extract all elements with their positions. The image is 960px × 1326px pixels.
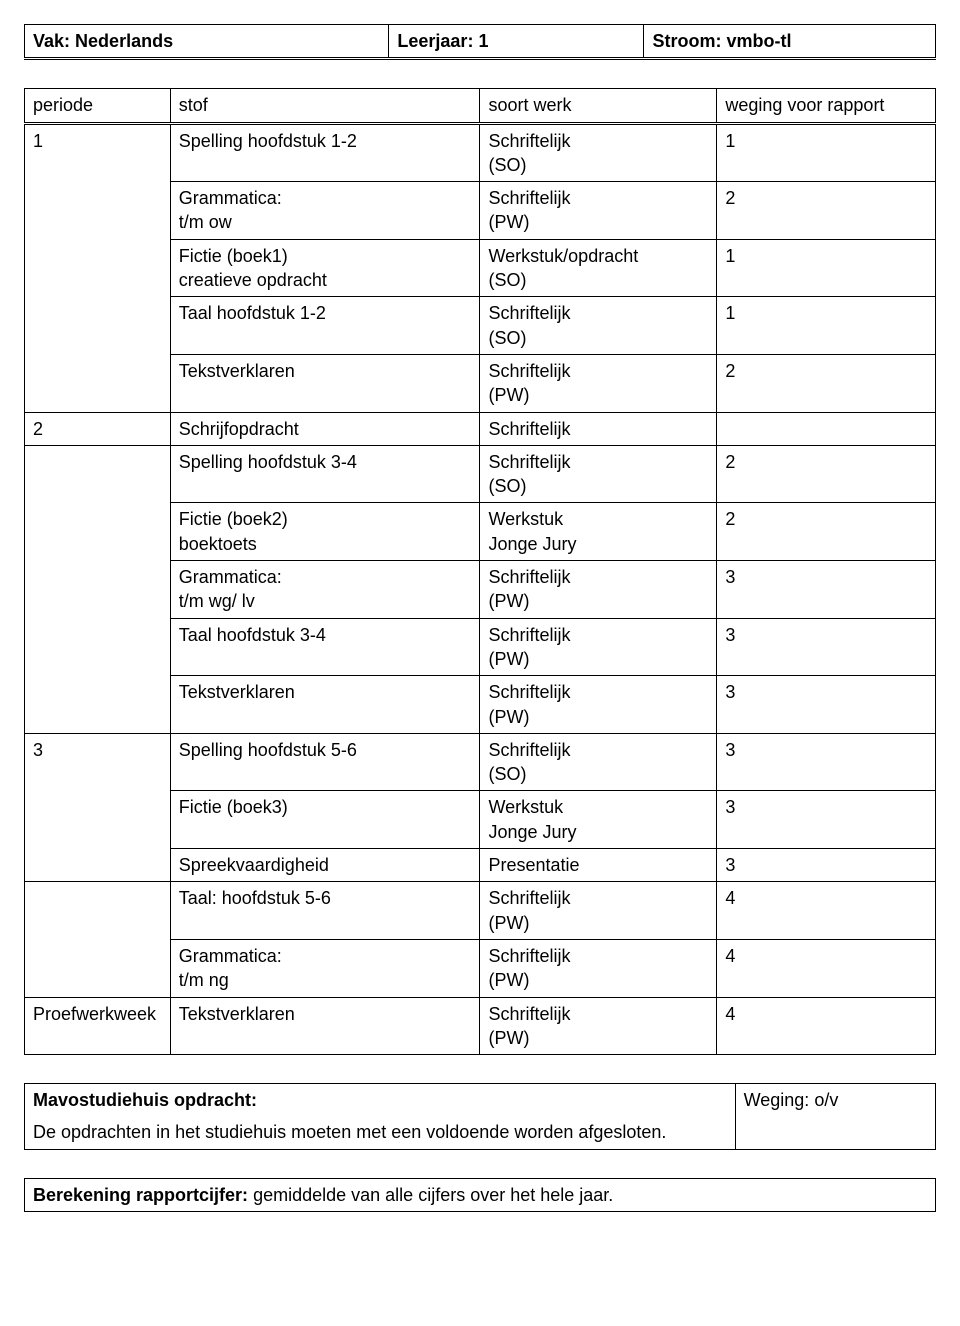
cell-weging: 2 [717, 445, 936, 503]
cell-soort: Werkstuk Jonge Jury [480, 791, 717, 849]
th-soort: soort werk [480, 89, 717, 123]
calc-text: gemiddelde van alle cijfers over het hel… [253, 1185, 613, 1205]
cell-stof: Fictie (boek2) boektoets [170, 503, 480, 561]
cell-weging: 3 [717, 618, 936, 676]
cell-weging: 3 [717, 561, 936, 619]
cell-soort: Schriftelijk [480, 412, 717, 445]
header-table: Vak: Nederlands Leerjaar: 1 Stroom: vmbo… [24, 24, 936, 60]
cell-stof: Spreekvaardigheid [170, 849, 480, 882]
cell-weging: 4 [717, 939, 936, 997]
table-row: 3 Spelling hoofdstuk 5-6Schriftelijk (SO)… [25, 733, 936, 791]
cell-stof: Tekstverklaren [170, 997, 480, 1055]
cell-stof: Fictie (boek1) creatieve opdracht [170, 239, 480, 297]
main-table: periode stof soort werk weging voor rapp… [24, 88, 936, 1055]
cell-periode [25, 882, 171, 997]
main-table-header-row: periode stof soort werk weging voor rapp… [25, 89, 936, 123]
cell-soort: Schriftelijk (SO) [480, 123, 717, 182]
mavo-weging-label: Weging: [744, 1090, 810, 1110]
header-leerjaar: Leerjaar: 1 [389, 25, 644, 59]
cell-stof: Taal hoofdstuk 3-4 [170, 618, 480, 676]
leerjaar-value: 1 [478, 31, 488, 51]
cell-weging: 3 [717, 849, 936, 882]
header-stroom: Stroom: vmbo-tl [644, 25, 936, 59]
leerjaar-label: Leerjaar: [397, 31, 473, 51]
table-row: 1 Spelling hoofdstuk 1-2Schriftelijk (SO)… [25, 123, 936, 182]
mavo-table: Mavostudiehuis opdracht: Weging: o/v De … [24, 1083, 936, 1150]
cell-soort: Presentatie [480, 849, 717, 882]
table-row: Spelling hoofdstuk 3-4Schriftelijk (SO)2 [25, 445, 936, 503]
cell-stof: Grammatica: t/m ng [170, 939, 480, 997]
cell-periode: 1 [25, 123, 171, 412]
cell-periode [25, 445, 171, 733]
cell-weging [717, 412, 936, 445]
mavo-heading: Mavostudiehuis opdracht: [33, 1090, 257, 1110]
cell-stof: Spelling hoofdstuk 1-2 [170, 123, 480, 182]
cell-soort: Schriftelijk (PW) [480, 882, 717, 940]
cell-stof: Tekstverklaren [170, 354, 480, 412]
header-vak: Vak: Nederlands [25, 25, 389, 59]
cell-periode: 2 [25, 412, 171, 445]
table-row: 2SchrijfopdrachtSchriftelijk [25, 412, 936, 445]
cell-stof: Fictie (boek3) [170, 791, 480, 849]
cell-weging: 2 [717, 503, 936, 561]
cell-soort: Schriftelijk (PW) [480, 354, 717, 412]
cell-weging: 3 [717, 676, 936, 734]
cell-soort: Schriftelijk (SO) [480, 297, 717, 355]
cell-stof: Grammatica: t/m wg/ lv [170, 561, 480, 619]
cell-stof: Grammatica: t/m ow [170, 182, 480, 240]
th-periode: periode [25, 89, 171, 123]
table-row: ProefwerkweekTekstverklarenSchriftelijk … [25, 997, 936, 1055]
cell-weging: 1 [717, 239, 936, 297]
cell-weging: 2 [717, 354, 936, 412]
cell-soort: Schriftelijk (PW) [480, 676, 717, 734]
stroom-value: vmbo-tl [726, 31, 791, 51]
cell-soort: Werkstuk/opdracht (SO) [480, 239, 717, 297]
mavo-text: De opdrachten in het studiehuis moeten m… [25, 1116, 736, 1149]
cell-soort: Schriftelijk (PW) [480, 182, 717, 240]
mavo-weging-cell: Weging: o/v [735, 1084, 935, 1150]
th-weging: weging voor rapport [717, 89, 936, 123]
cell-weging: 4 [717, 882, 936, 940]
calc-table: Berekening rapportcijfer: gemiddelde van… [24, 1178, 936, 1212]
mavo-weging-value: o/v [814, 1090, 838, 1110]
cell-soort: Werkstuk Jonge Jury [480, 503, 717, 561]
cell-weging: 3 [717, 791, 936, 849]
cell-weging: 1 [717, 123, 936, 182]
calc-label: Berekening rapportcijfer: [33, 1185, 248, 1205]
cell-soort: Schriftelijk (SO) [480, 733, 717, 791]
cell-soort: Schriftelijk (PW) [480, 618, 717, 676]
vak-value: Nederlands [75, 31, 173, 51]
table-row: Taal: hoofdstuk 5-6Schriftelijk (PW)4 [25, 882, 936, 940]
cell-soort: Schriftelijk (PW) [480, 939, 717, 997]
cell-stof: Spelling hoofdstuk 5-6 [170, 733, 480, 791]
stroom-label: Stroom: [652, 31, 721, 51]
cell-stof: Tekstverklaren [170, 676, 480, 734]
cell-weging: 4 [717, 997, 936, 1055]
cell-soort: Schriftelijk (PW) [480, 997, 717, 1055]
cell-soort: Schriftelijk (PW) [480, 561, 717, 619]
cell-weging: 1 [717, 297, 936, 355]
vak-label: Vak: [33, 31, 70, 51]
cell-weging: 2 [717, 182, 936, 240]
calc-cell: Berekening rapportcijfer: gemiddelde van… [25, 1178, 936, 1211]
th-stof: stof [170, 89, 480, 123]
cell-stof: Spelling hoofdstuk 3-4 [170, 445, 480, 503]
cell-periode: 3 [25, 733, 171, 881]
cell-soort: Schriftelijk (SO) [480, 445, 717, 503]
cell-stof: Schrijfopdracht [170, 412, 480, 445]
cell-stof: Taal hoofdstuk 1-2 [170, 297, 480, 355]
cell-stof: Taal: hoofdstuk 5-6 [170, 882, 480, 940]
cell-periode: Proefwerkweek [25, 997, 171, 1055]
mavo-heading-cell: Mavostudiehuis opdracht: [25, 1084, 736, 1117]
cell-weging: 3 [717, 733, 936, 791]
